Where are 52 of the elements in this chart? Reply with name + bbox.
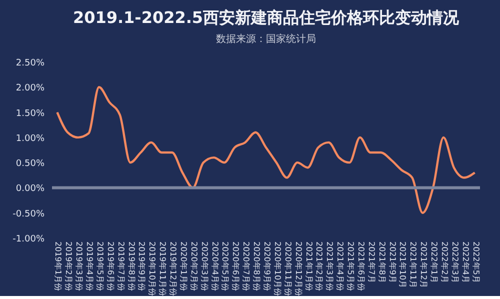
x-tick-label: 2022年4月: [460, 242, 470, 283]
x-tick-label: 2019年12月份: [168, 242, 178, 296]
x-tick-label: 2020年10月份: [272, 242, 282, 296]
x-tick-label: 2021年8月: [377, 242, 386, 283]
x-tick-label: 2021年11月: [408, 242, 418, 288]
x-tick-label: 2021年6月份: [356, 242, 366, 291]
x-tick-label: 2019年8月份: [126, 242, 136, 291]
x-tick-label: 2019年4月份: [85, 242, 94, 291]
x-tick-label: 2019年9月份: [137, 242, 146, 291]
x-tick-label: 2020年9月份: [262, 242, 272, 291]
line-series: [56, 86, 476, 214]
x-tick-label: 2021年2月份: [314, 242, 324, 291]
y-tick-label: -1.00%: [12, 234, 45, 244]
x-tick-label: 2021年7月: [366, 242, 376, 283]
x-tick-label: 2020年3月份: [200, 242, 209, 291]
x-tick-label: 2022年3月: [450, 242, 460, 283]
y-tick-label: 1.50%: [16, 108, 45, 119]
x-tick-label: 2020年11月份: [283, 242, 292, 296]
x-tick-label: 2022年5月: [471, 242, 480, 283]
y-tick-label: 1.00%: [16, 134, 45, 144]
x-tick-label: 2019年1月份: [54, 242, 63, 291]
x-tick-label: 2019年6月份: [106, 242, 115, 291]
x-tick-label: 2021年9月: [388, 242, 397, 283]
x-tick-label: 2019年7月份: [116, 242, 126, 291]
x-tick-label: 2019年5月份: [95, 242, 104, 291]
x-tick-label: 2021年10月: [398, 242, 408, 288]
x-tick-label: 2019年2月份: [64, 242, 74, 291]
y-tick-label: -0.50%: [12, 209, 45, 220]
x-tick-label: 2020年12月份: [294, 242, 303, 296]
x-tick-label: 2020年4月份: [210, 242, 220, 291]
x-tick-label: 2019年11月份: [158, 242, 168, 296]
x-tick-label: 2020年6月份: [231, 242, 240, 291]
chart-subtitle: 数据来源：国家统计局: [216, 33, 316, 45]
y-tick-label: 0.00%: [16, 184, 45, 194]
chart-title: 2019.1-2022.5西安新建商品住宅价格环比变动情况: [72, 8, 460, 27]
x-tick-label: 2019年10月份: [148, 242, 157, 296]
x-tick-label: 2019年3月份: [74, 242, 84, 291]
x-tick-label: 2020年1月份: [178, 242, 188, 291]
x-tick-label: 2021年1月份: [304, 242, 314, 291]
x-tick-label: 2020年8月份: [252, 242, 262, 291]
y-tick-label: 2.50%: [16, 58, 45, 68]
y-tick-label: 0.50%: [16, 159, 45, 170]
x-tick-label: 2022年1月: [430, 242, 439, 283]
x-tick-label: 2020年5月份: [220, 242, 230, 291]
x-tick-label: 2020年2月份: [189, 242, 198, 291]
x-tick-label: 2021年3月份: [325, 242, 334, 291]
x-tick-label: 2021年4月份: [336, 242, 345, 291]
x-tick-label: 2022年2月: [440, 242, 449, 283]
x-tick-label: 2020年7月份: [242, 242, 251, 291]
x-tick-label: 2021年12月: [419, 242, 428, 288]
x-tick-label: 2021年5月份: [346, 242, 356, 291]
y-tick-label: 2.00%: [16, 84, 45, 94]
